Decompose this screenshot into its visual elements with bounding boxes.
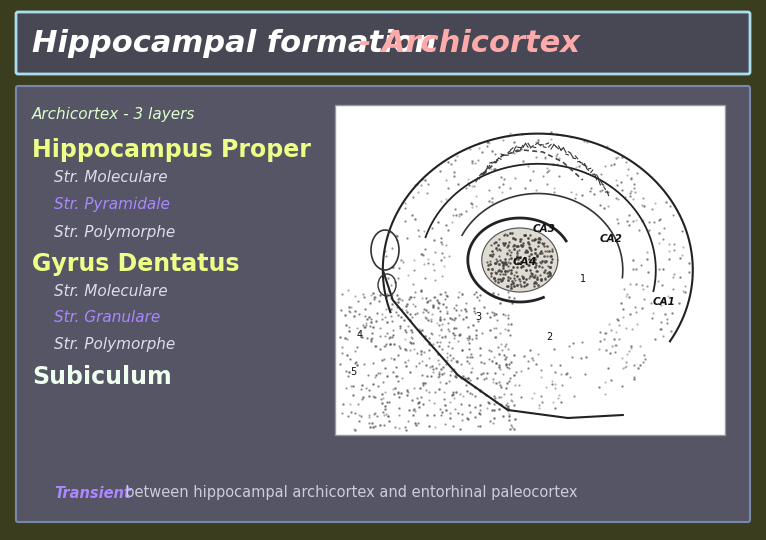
FancyBboxPatch shape (335, 105, 725, 435)
Text: 5: 5 (350, 367, 356, 377)
Text: CA1: CA1 (653, 297, 676, 307)
FancyBboxPatch shape (16, 12, 750, 74)
Text: Str. Moleculare: Str. Moleculare (54, 284, 168, 299)
Text: Gyrus Dentatus: Gyrus Dentatus (32, 252, 240, 276)
Text: 2: 2 (546, 332, 552, 342)
Text: between hippocampal archicortex and entorhinal paleocortex: between hippocampal archicortex and ento… (116, 485, 578, 501)
Text: 4: 4 (357, 330, 363, 340)
Text: Str. Moleculare: Str. Moleculare (54, 171, 168, 186)
Text: - Archicortex: - Archicortex (348, 29, 580, 57)
Text: Archicortex - 3 layers: Archicortex - 3 layers (32, 107, 195, 123)
Text: CA3: CA3 (533, 224, 555, 234)
Text: Hippocampus Proper: Hippocampus Proper (32, 138, 311, 162)
Text: CA4: CA4 (512, 257, 537, 267)
Polygon shape (482, 228, 558, 292)
Text: Str. Granulare: Str. Granulare (54, 310, 160, 326)
Text: Transient: Transient (54, 485, 131, 501)
Text: Hippocampal formation: Hippocampal formation (32, 29, 437, 57)
Text: CA2: CA2 (600, 234, 623, 244)
Text: Str. Pyramidale: Str. Pyramidale (54, 198, 170, 213)
Text: Subiculum: Subiculum (32, 365, 172, 389)
Text: 1: 1 (580, 274, 586, 284)
Text: 3: 3 (476, 312, 482, 322)
FancyBboxPatch shape (16, 86, 750, 522)
Text: Str. Polymorphe: Str. Polymorphe (54, 338, 175, 353)
Text: Str. Polymorphe: Str. Polymorphe (54, 225, 175, 240)
